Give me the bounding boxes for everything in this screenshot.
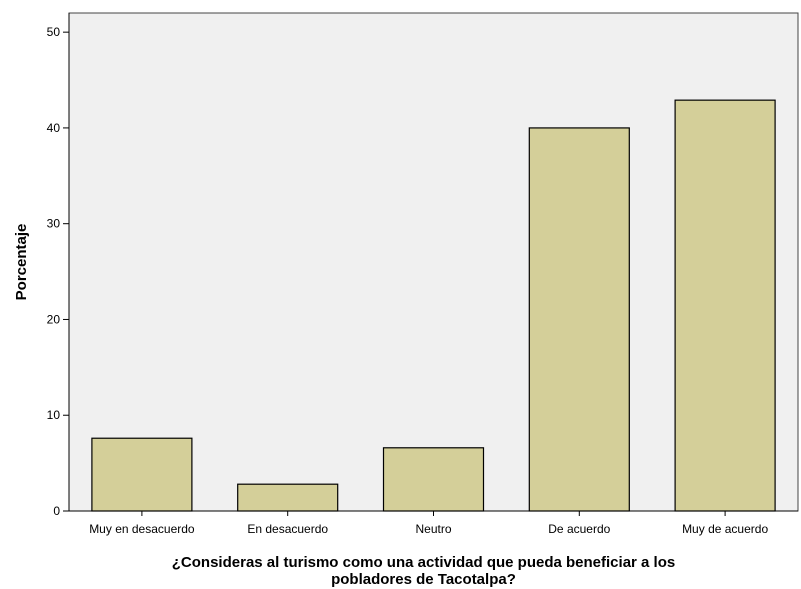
bar-en-desacuerdo [237,483,339,512]
bar-neutro [382,447,485,512]
bar-de-acuerdo [528,127,630,512]
x-tick-label: En desacuerdo [247,522,328,536]
y-tick-label: 30 [47,217,61,231]
x-axis-title-line-1: ¿Consideras al turismo como una activida… [172,554,675,571]
x-axis-title-line-2: pobladores de Tacotalpa? [331,571,516,588]
y-axis-title: Porcentaje [13,224,30,301]
x-tick-label: Muy en desacuerdo [89,522,195,536]
y-tick-label: 50 [47,25,61,39]
y-tick-label: 10 [47,408,61,422]
bar-muy-en-desacuerdo [91,437,193,512]
y-ticks-group: 0 10 20 30 40 50 [47,25,69,518]
x-ticks-group: Muy en desacuerdo En desacuerdo Neutro De a… [89,511,768,536]
x-tick-label: Muy de acuerdo [682,522,768,536]
y-tick-label: 20 [47,312,61,326]
y-tick-label: 0 [53,504,60,518]
bars-group [91,99,776,512]
x-tick-label: Neutro [415,522,451,536]
x-tick-label: De acuerdo [548,522,610,536]
bar-muy-de-acuerdo [674,99,776,512]
y-tick-label: 40 [47,121,61,135]
